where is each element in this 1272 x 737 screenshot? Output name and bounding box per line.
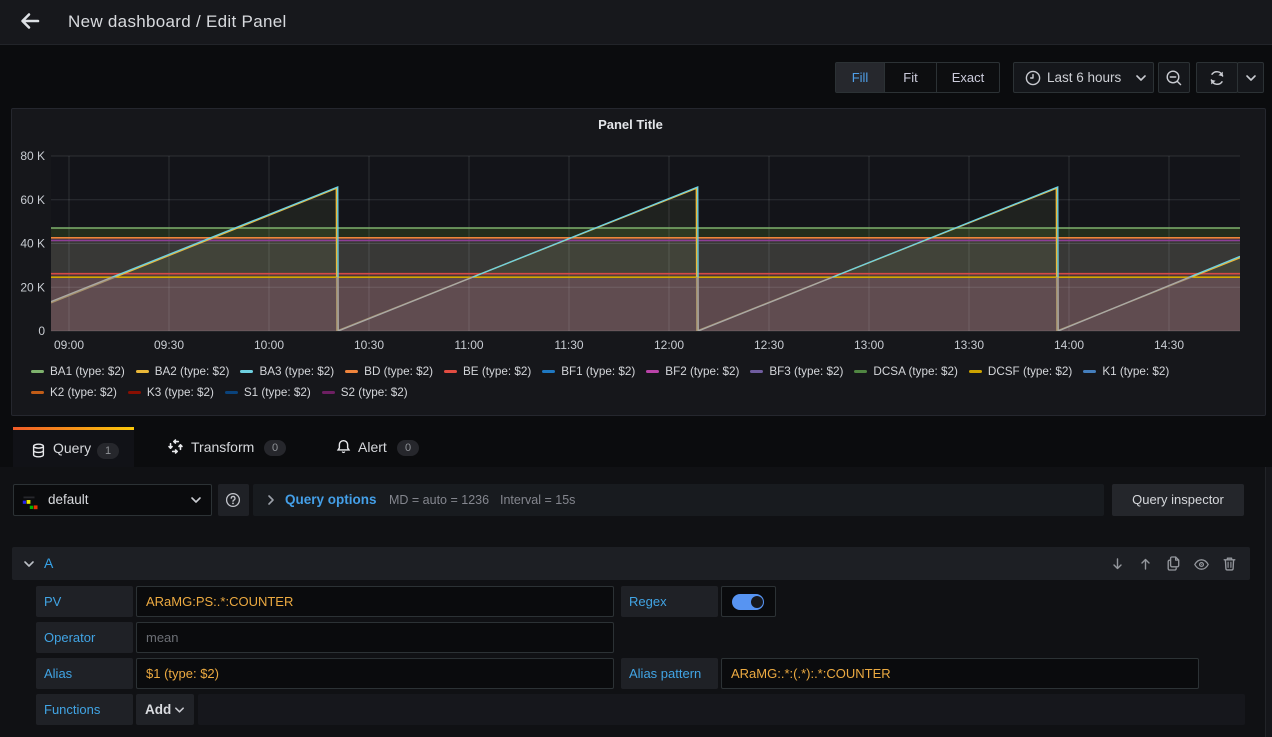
svg-text:10:00: 10:00: [254, 338, 284, 352]
svg-text:11:30: 11:30: [554, 338, 583, 352]
svg-text:14:00: 14:00: [1054, 338, 1084, 352]
svg-text:20 K: 20 K: [20, 280, 45, 294]
svg-text:0: 0: [38, 324, 45, 338]
svg-text:11:00: 11:00: [454, 338, 483, 352]
svg-text:12:00: 12:00: [654, 338, 684, 352]
svg-text:40 K: 40 K: [20, 237, 45, 251]
svg-text:09:30: 09:30: [154, 338, 184, 352]
svg-text:60 K: 60 K: [20, 193, 45, 207]
svg-text:13:30: 13:30: [954, 338, 984, 352]
svg-text:09:00: 09:00: [54, 338, 84, 352]
svg-text:12:30: 12:30: [754, 338, 784, 352]
svg-text:10:30: 10:30: [354, 338, 384, 352]
svg-text:13:00: 13:00: [854, 338, 884, 352]
svg-text:80 K: 80 K: [20, 149, 45, 163]
svg-text:14:30: 14:30: [1154, 338, 1184, 352]
